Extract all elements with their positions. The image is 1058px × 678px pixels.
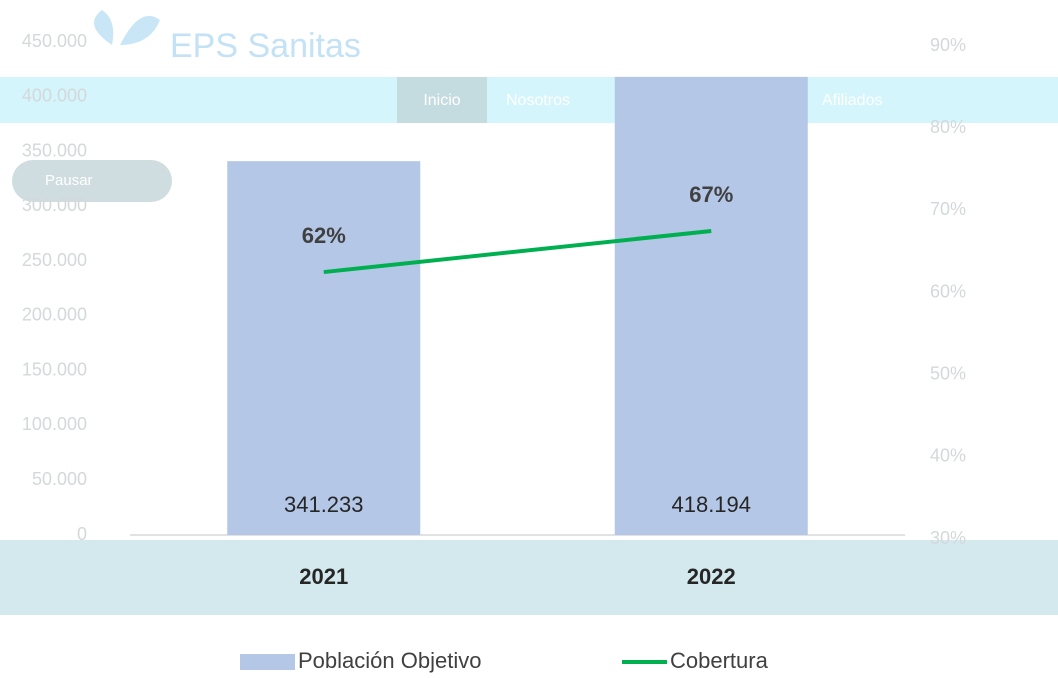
nav-item: Inicio [423, 92, 460, 109]
y-tick-label: 350.000 [22, 140, 87, 160]
legend-label: Cobertura [670, 648, 769, 673]
line-value-label: 67% [689, 182, 733, 207]
y-tick-label: 400.000 [22, 86, 87, 106]
y-tick-label: 300.000 [22, 195, 87, 215]
y2-tick-label: 70% [930, 199, 966, 219]
y-tick-label: 200.000 [22, 305, 87, 325]
y2-tick-label: 80% [930, 117, 966, 137]
nav-item: Afiliados [822, 92, 882, 109]
y-tick-label: 50.000 [32, 469, 87, 489]
logo-text: EPS Sanitas [170, 27, 361, 65]
bar [227, 161, 420, 535]
x-tick-label: 2021 [299, 564, 348, 589]
nav-item: Nosotros [506, 92, 570, 109]
y2-tick-label: 30% [930, 528, 966, 548]
pause-label: Pausar [45, 172, 93, 189]
y2-tick-label: 90% [930, 35, 966, 55]
y-tick-label: 100.000 [22, 414, 87, 434]
y-tick-label: 150.000 [22, 359, 87, 379]
legend-label: Población Objetivo [298, 648, 481, 673]
footer-band [0, 540, 1058, 615]
y2-tick-label: 60% [930, 281, 966, 301]
legend-swatch [240, 654, 295, 670]
y2-tick-label: 40% [930, 446, 966, 466]
bar-value-label: 418.194 [671, 492, 751, 517]
bar-value-label: 341.233 [284, 492, 364, 517]
y-tick-label: 450.000 [22, 31, 87, 51]
chart: EPS Sanitas Inicio Nosotros Afiliados Pa… [0, 0, 1058, 678]
y2-tick-label: 50% [930, 363, 966, 383]
bar [615, 77, 808, 535]
line-value-label: 62% [302, 223, 346, 248]
x-tick-label: 2022 [687, 564, 736, 589]
y-tick-label: 0 [77, 524, 87, 544]
y-tick-label: 250.000 [22, 250, 87, 270]
